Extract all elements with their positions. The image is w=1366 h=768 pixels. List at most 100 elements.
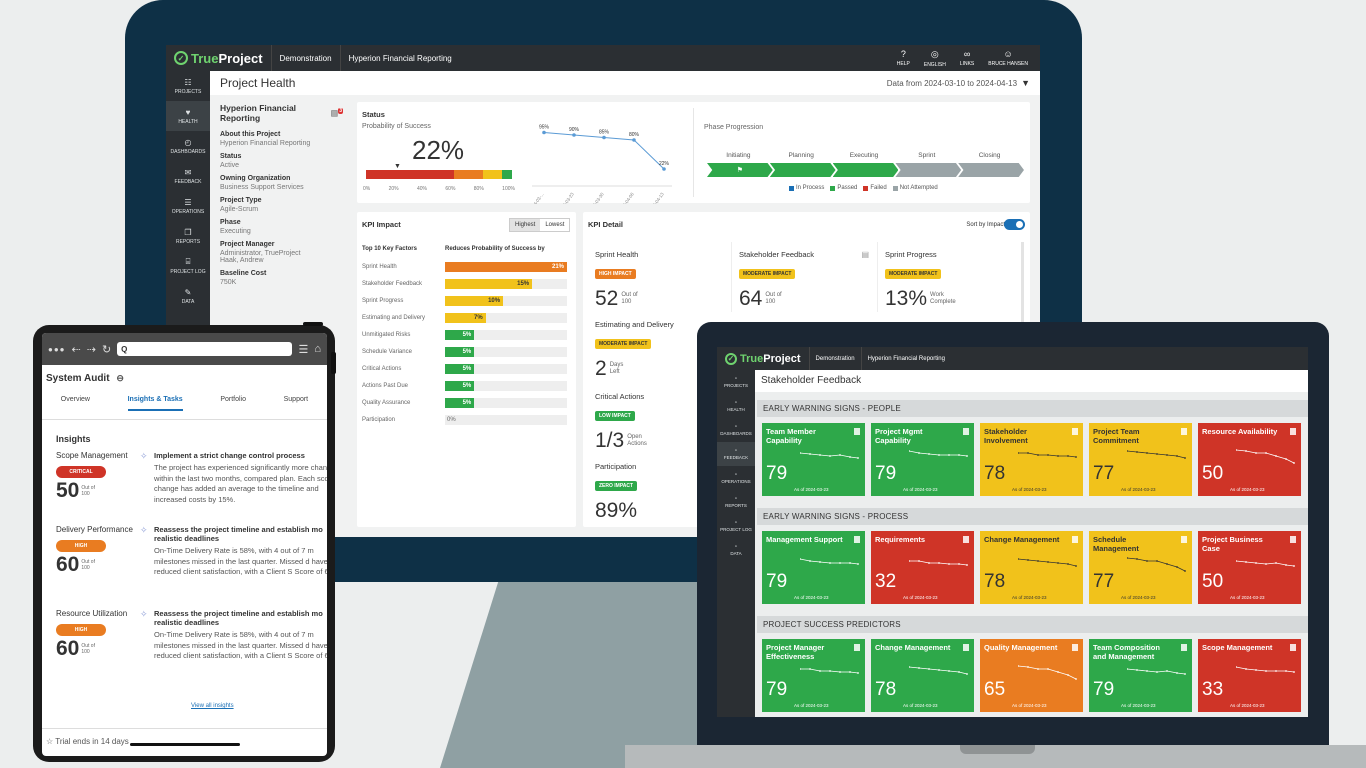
sidebar-item-data[interactable]: ✎ DATA bbox=[166, 281, 210, 311]
notes-icon[interactable] bbox=[1181, 428, 1187, 435]
view-all-insights-link[interactable]: View all insights bbox=[191, 703, 234, 709]
notes-icon[interactable] bbox=[854, 536, 860, 543]
notes-icon[interactable] bbox=[1072, 428, 1078, 435]
feedback-tile[interactable]: Resource Availability 50 As of 2024-03-23 bbox=[1198, 423, 1301, 496]
breadcrumb-project[interactable]: Hyperion Financial Reporting bbox=[348, 53, 452, 63]
back-icon[interactable]: ⇠ bbox=[71, 343, 81, 356]
tab-portfolio[interactable]: Portfolio bbox=[220, 396, 246, 403]
topbar-action-links[interactable]: ∞ LINKS bbox=[960, 49, 974, 68]
phase-sprint[interactable] bbox=[895, 163, 962, 177]
menu-icon[interactable]: ☰ bbox=[298, 343, 309, 356]
sidebar-item-project-log[interactable]: ⌸ PROJECT LOG bbox=[166, 251, 210, 281]
feedback-tile[interactable]: Project Team Commitment 77 As of 2024-03-2… bbox=[1089, 423, 1192, 496]
topbar-action-english[interactable]: ◎ ENGLISH bbox=[924, 49, 946, 68]
phase-closing[interactable] bbox=[958, 163, 1024, 177]
notes-icon[interactable] bbox=[1290, 428, 1296, 435]
notes-icon[interactable] bbox=[1181, 644, 1187, 651]
tab-support[interactable]: Support bbox=[283, 396, 309, 403]
kpi-detail-cell[interactable]: Sprint Progress MODERATE IMPACT 13% Work Com… bbox=[885, 250, 1017, 311]
sidebar-item-projects[interactable]: ☷ PROJECTS bbox=[166, 71, 210, 101]
notes-icon[interactable] bbox=[1290, 644, 1296, 651]
kpi-impact-row[interactable]: Critical Actions 5% bbox=[362, 360, 567, 377]
sidebar-item-data[interactable]: ▫ DATA bbox=[717, 538, 755, 562]
insight-item[interactable]: Scope Management CRITICAL 50 Out of 100 ✧ Impl… bbox=[56, 451, 327, 504]
sidebar-item-dashboards[interactable]: ▫ DASHBOARDS bbox=[717, 418, 755, 442]
sidebar-item-operations[interactable]: ☰ OPERATIONS bbox=[166, 191, 210, 221]
kpi-detail-cell[interactable]: Estimating and Delivery MODERATE IMPACT 2 D… bbox=[595, 320, 727, 381]
sort-toggle[interactable] bbox=[1004, 219, 1025, 230]
feedback-tile[interactable]: Project Mgmt Capability 79 As of 2024-03-2… bbox=[871, 423, 974, 496]
feedback-tile[interactable]: Stakeholder Involvement 78 As of 2024-03-2… bbox=[980, 423, 1083, 496]
topbar-action-help[interactable]: ? HELP bbox=[897, 49, 910, 68]
sidebar-item-feedback[interactable]: ▫ FEEDBACK bbox=[717, 442, 755, 466]
feedback-tile[interactable]: Change Management 78 As of 2024-03-23 bbox=[871, 639, 974, 712]
sidebar-item-project-log[interactable]: ▫ PROJECT LOG bbox=[717, 514, 755, 538]
insight-item[interactable]: Delivery Performance HIGH 60 Out of 100 ✧ Reas… bbox=[56, 525, 327, 577]
feedback-tile[interactable]: Quality Management 65 As of 2024-03-23 bbox=[980, 639, 1083, 712]
kpi-impact-row[interactable]: Sprint Progress 10% bbox=[362, 292, 567, 309]
trueproject-logo[interactable]: ✓ True Project bbox=[166, 45, 272, 71]
notes-icon[interactable] bbox=[1072, 644, 1078, 651]
feedback-tile[interactable]: Scope Management 33 As of 2024-03-23 bbox=[1198, 639, 1301, 712]
insight-item[interactable]: Resource Utilization HIGH 60 Out of 100 ✧ Reas… bbox=[56, 609, 327, 661]
feedback-tile[interactable]: Requirements 32 As of 2024-03-23 bbox=[871, 531, 974, 604]
phase-planning[interactable] bbox=[769, 163, 836, 177]
sidebar-item-health[interactable]: ♥ HEALTH bbox=[166, 101, 210, 131]
filter-icon[interactable]: ▼ bbox=[1021, 78, 1030, 88]
tab-overview[interactable]: Overview bbox=[60, 396, 90, 403]
notes-icon[interactable] bbox=[1290, 536, 1296, 543]
sparkline-point bbox=[966, 564, 968, 566]
notes-icon[interactable]: ▤3 bbox=[330, 108, 343, 118]
browser-search-input[interactable]: Q bbox=[117, 342, 293, 356]
kpi-detail-cell[interactable]: Stakeholder Feedback MODERATE IMPACT 64 Out… bbox=[739, 250, 871, 311]
highest-button[interactable]: Highest bbox=[510, 219, 541, 231]
tab-insights-tasks[interactable]: Insights & Tasks bbox=[127, 396, 183, 411]
notes-icon[interactable] bbox=[1181, 536, 1187, 543]
kpi-impact-row[interactable]: Participation 0% bbox=[362, 411, 567, 428]
notes-icon[interactable] bbox=[854, 428, 860, 435]
sidebar-item-dashboards[interactable]: ◴ DASHBOARDS bbox=[166, 131, 210, 161]
feedback-tile[interactable]: Team Member Capability 79 As of 2024-03-23 bbox=[762, 423, 865, 496]
kpi-impact-row[interactable]: Sprint Health 21% bbox=[362, 258, 567, 275]
link-icon[interactable]: ⊖ bbox=[116, 373, 124, 383]
sidebar-item-health[interactable]: ▫ HEALTH bbox=[717, 394, 755, 418]
reload-icon[interactable]: ↻ bbox=[101, 343, 112, 356]
kpi-detail-cell[interactable]: Critical Actions LOW IMPACT 1/3 Open Actions bbox=[595, 392, 727, 453]
notes-icon[interactable]: ▤ bbox=[861, 250, 869, 259]
lowest-button[interactable]: Lowest bbox=[545, 222, 565, 228]
phase-initiating[interactable]: ⚑ bbox=[707, 163, 773, 177]
kpi-impact-row[interactable]: Quality Assurance 5% bbox=[362, 394, 567, 411]
sidebar-item-feedback[interactable]: ✉ FEEDBACK bbox=[166, 161, 210, 191]
breadcrumb-org[interactable]: Demonstration bbox=[810, 347, 862, 370]
notes-icon[interactable] bbox=[1072, 536, 1078, 543]
feedback-tile[interactable]: Project Business Case 50 As of 2024-03-23 bbox=[1198, 531, 1301, 604]
feedback-tile[interactable]: Project Manager Effectiveness 79 As of 202… bbox=[762, 639, 865, 712]
forward-icon[interactable]: ⇢ bbox=[86, 343, 96, 356]
kpi-impact-row[interactable]: Stakeholder Feedback 15% bbox=[362, 275, 567, 292]
home-icon[interactable]: ⌂ bbox=[314, 343, 321, 355]
sidebar-item-projects[interactable]: ▫ PROJECTS bbox=[717, 370, 755, 394]
feedback-tile[interactable]: Team Composition and Management 79 As of 2… bbox=[1089, 639, 1192, 712]
topbar-action-bruce-hansen[interactable]: ☺ BRUCE HANSEN bbox=[988, 49, 1028, 68]
notes-icon[interactable] bbox=[963, 536, 969, 543]
breadcrumb-project[interactable]: Hyperion Financial Reporting bbox=[867, 355, 945, 362]
notes-icon[interactable] bbox=[963, 428, 969, 435]
kpi-detail-cell[interactable]: Sprint Health HIGH IMPACT 52 Out of 100 bbox=[595, 250, 727, 311]
kpi-impact-row[interactable]: Schedule Variance 5% bbox=[362, 343, 567, 360]
sidebar-item-reports[interactable]: ▫ REPORTS bbox=[717, 490, 755, 514]
phase-executing[interactable] bbox=[832, 163, 899, 177]
kpi-impact-card: KPI Impact Highest Lowest Top 10 Key Fac… bbox=[357, 212, 576, 527]
kpi-impact-row[interactable]: Estimating and Delivery 7% bbox=[362, 309, 567, 326]
breadcrumb-org[interactable]: Demonstration bbox=[272, 45, 341, 71]
kpi-impact-row[interactable]: Actions Past Due 5% bbox=[362, 377, 567, 394]
trueproject-logo-laptop[interactable]: ✓ True Project bbox=[717, 347, 810, 370]
sidebar-item-reports[interactable]: ❐ REPORTS bbox=[166, 221, 210, 251]
notes-icon[interactable] bbox=[854, 644, 860, 651]
notes-icon[interactable] bbox=[963, 644, 969, 651]
kpi-impact-row[interactable]: Unmitigated Risks 5% bbox=[362, 326, 567, 343]
kpi-detail-cell[interactable]: Participation ZERO IMPACT 89% bbox=[595, 462, 727, 523]
feedback-tile[interactable]: Management Support 79 As of 2024-03-23 bbox=[762, 531, 865, 604]
sidebar-item-operations[interactable]: ▫ OPERATIONS bbox=[717, 466, 755, 490]
feedback-tile[interactable]: Schedule Management 77 As of 2024-03-23 bbox=[1089, 531, 1192, 604]
feedback-tile[interactable]: Change Management 78 As of 2024-03-23 bbox=[980, 531, 1083, 604]
